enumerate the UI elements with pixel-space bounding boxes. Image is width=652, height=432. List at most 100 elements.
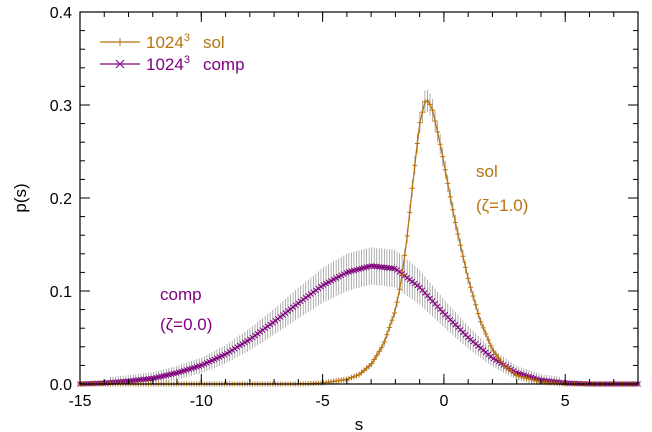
data-point-sol — [447, 194, 453, 200]
x-tick-label: -10 — [190, 393, 213, 410]
data-point-sol — [445, 180, 451, 186]
y-tick-label: 0.4 — [50, 5, 72, 22]
data-point-sol — [397, 286, 403, 292]
data-point-sol — [430, 107, 436, 113]
annotation-sol-zeta: (ζ=1.0) — [476, 196, 528, 215]
x-tick-label: 0 — [439, 393, 448, 410]
legend-label-sol-base: 1024 — [146, 33, 184, 52]
legend-label-comp-suffix: comp — [203, 55, 245, 74]
legend-label-comp-base: 1024 — [146, 55, 184, 74]
data-point-comp — [242, 339, 248, 346]
data-point-sol — [442, 167, 448, 173]
data-point-comp — [239, 341, 246, 347]
data-point-sol — [394, 299, 400, 305]
data-point-comp — [234, 344, 241, 350]
data-point-sol — [511, 370, 517, 376]
data-point-comp — [244, 337, 251, 344]
legend-marker-sol — [116, 38, 124, 46]
legend-label-comp-sup: 3 — [184, 54, 190, 66]
legend-marker-glyph — [116, 38, 124, 46]
data-point-comp — [224, 350, 230, 357]
y-tick-label: 0.3 — [50, 98, 72, 115]
data-point-sol — [356, 372, 362, 378]
data-point-sol — [473, 302, 479, 308]
tick-labels: -15 -10 -5 0 5 0.0 0.1 0.2 0.3 0.4 — [50, 5, 570, 410]
data-point-comp — [231, 345, 238, 352]
data-point-sol — [419, 109, 425, 115]
data-point-sol — [518, 374, 524, 380]
data-point-sol — [348, 375, 354, 381]
legend-entry-comp: 10243 comp — [100, 54, 245, 74]
data-point-sol — [528, 377, 534, 383]
data-point-sol — [496, 355, 501, 361]
data-point-sol — [452, 220, 458, 226]
legend-label-sol: 10243 sol — [146, 32, 225, 52]
data-point-sol — [381, 339, 387, 345]
y-tick-label: 0.2 — [50, 191, 72, 208]
data-point-sol — [417, 120, 423, 126]
legend-entry-sol: 10243 sol — [100, 32, 225, 52]
y-axis-label: p(s) — [11, 183, 30, 212]
x-tick-label: 5 — [561, 393, 570, 410]
data-point-sol — [371, 356, 377, 362]
x-axis-label: s — [355, 415, 364, 432]
data-point-sol — [457, 242, 463, 248]
data-point-sol — [435, 129, 441, 135]
data-point-comp — [495, 358, 502, 365]
data-point-sol — [399, 272, 405, 278]
data-point-sol — [478, 319, 484, 325]
data-point-sol — [353, 373, 359, 379]
x-tick-label: -15 — [68, 393, 91, 410]
data-point-sol — [513, 372, 519, 378]
data-point-sol — [440, 154, 446, 160]
y-tick-label: 0.1 — [50, 284, 72, 301]
data-point-sol — [468, 284, 474, 290]
data-point-sol — [521, 375, 527, 381]
data-point-sol — [389, 317, 395, 323]
annotation-comp-label: comp — [160, 285, 202, 304]
data-point-sol — [402, 252, 408, 258]
data-point-sol — [379, 344, 385, 350]
legend-marker-glyph — [115, 59, 125, 69]
data-point-sol — [346, 376, 352, 382]
data-point-sol — [490, 348, 496, 354]
data-point-sol — [432, 118, 438, 124]
data-point-sol — [463, 264, 469, 270]
data-point-sol — [392, 310, 398, 316]
x-tick-label: -5 — [315, 393, 329, 410]
data-point-sol — [364, 365, 370, 371]
data-point-sol — [455, 231, 461, 237]
data-point-sol — [361, 367, 367, 373]
data-point-sol — [460, 253, 466, 259]
series-line-sol — [80, 100, 638, 385]
data-point-sol — [407, 209, 413, 215]
data-point-comp — [490, 355, 497, 362]
data-point-sol — [531, 377, 537, 383]
data-point-sol — [343, 376, 349, 382]
data-point-sol — [526, 376, 532, 382]
legend: 10243 sol 10243 comp — [100, 32, 245, 74]
data-point-sol — [437, 141, 443, 147]
data-point-sol — [498, 358, 504, 364]
data-point-comp — [318, 283, 324, 290]
data-point-comp — [229, 347, 236, 354]
data-point-sol — [475, 311, 481, 317]
data-point-sol — [376, 348, 382, 354]
data-point-sol — [506, 366, 512, 372]
data-point-sol — [359, 370, 365, 376]
axis-ticks — [79, 11, 639, 385]
data-point-sol — [483, 331, 489, 337]
legend-label-comp: 10243 comp — [146, 54, 245, 74]
data-point-sol — [414, 140, 420, 146]
data-point-sol — [366, 363, 372, 369]
data-point-sol — [534, 378, 540, 384]
data-point-sol — [465, 275, 471, 281]
data-point-sol — [508, 368, 514, 374]
data-point-sol — [374, 352, 380, 358]
data-point-sol — [422, 99, 428, 105]
error-bars — [110, 89, 560, 384]
data-point-sol — [409, 185, 415, 191]
legend-label-sol-suffix: sol — [203, 33, 225, 52]
data-point-comp — [236, 342, 243, 349]
